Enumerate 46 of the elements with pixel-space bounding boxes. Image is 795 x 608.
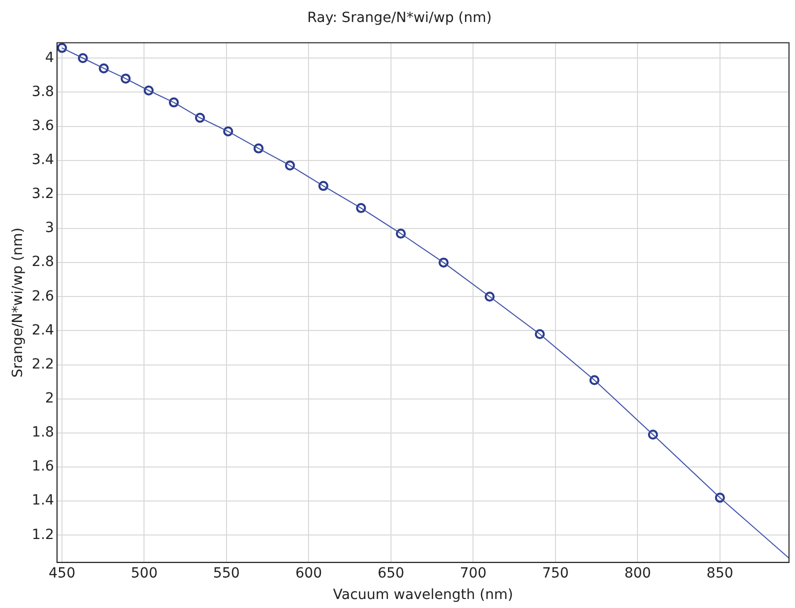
- point: [168, 97, 179, 108]
- point: [534, 329, 545, 340]
- y-tick-label: 3.6: [32, 118, 54, 134]
- y-tick-label: 1.2: [32, 526, 54, 543]
- x-tick-label: 850: [706, 565, 734, 582]
- y-tick-label: 2.4: [32, 322, 54, 338]
- chart-title: Ray: Srange/N*wi/wp (nm): [307, 10, 492, 26]
- point: [589, 375, 600, 386]
- x-tick-label: 650: [378, 565, 404, 582]
- y-tick-label: 3: [45, 220, 54, 236]
- y-tick-label: 1.4: [32, 492, 54, 509]
- point: [438, 258, 449, 268]
- point: [98, 63, 109, 74]
- y-tick-label: 1.6: [32, 458, 54, 475]
- x-tick-label: 500: [130, 565, 158, 582]
- point: [78, 53, 88, 64]
- point: [195, 112, 205, 123]
- point: [254, 143, 264, 154]
- point: [714, 492, 725, 503]
- y-axis-title: Srange/N*wi/wp (nm): [10, 228, 26, 378]
- y-tick-label: 2.8: [32, 254, 54, 270]
- y-tick-label: 2.6: [32, 288, 54, 304]
- x-tick-label: 700: [460, 565, 487, 582]
- x-tick-label: 550: [213, 565, 240, 582]
- x-tick-label: 600: [295, 565, 322, 582]
- point: [318, 180, 328, 191]
- y-tick-label: 2: [45, 390, 54, 406]
- point: [144, 86, 154, 96]
- x-tick-label: 750: [542, 565, 569, 582]
- point: [223, 126, 234, 136]
- x-tick-label: 450: [48, 565, 76, 582]
- x-axis-title: Vacuum wavelength (nm): [333, 587, 514, 604]
- point: [57, 42, 67, 53]
- point: [396, 228, 406, 239]
- point: [120, 74, 131, 84]
- y-tick-label: 3.2: [32, 186, 54, 202]
- y-tick-label: 4: [45, 50, 54, 66]
- y-tick-label: 1.8: [32, 424, 54, 441]
- point: [648, 430, 658, 440]
- point: [356, 203, 366, 214]
- y-tick-label: 2.2: [32, 356, 54, 372]
- point: [284, 160, 295, 170]
- point: [484, 292, 495, 302]
- x-tick-label: 800: [624, 565, 652, 582]
- y-tick-label: 3.8: [32, 84, 54, 100]
- y-tick-label: 3.4: [32, 152, 54, 168]
